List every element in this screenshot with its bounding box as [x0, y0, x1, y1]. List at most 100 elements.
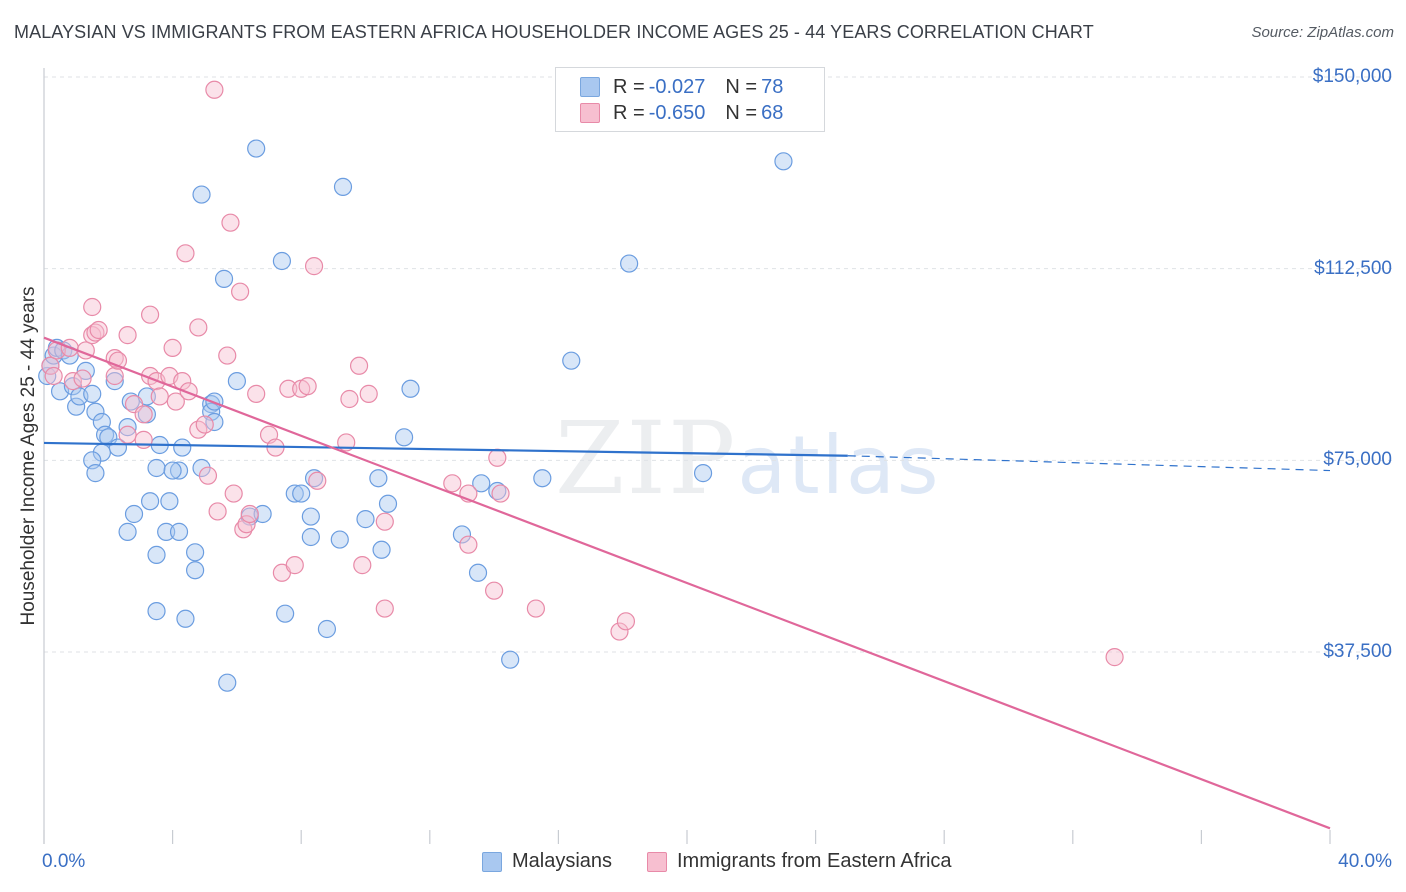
- eastern-africa-point: [443, 474, 462, 493]
- legend-r-value: -0.027: [648, 75, 706, 98]
- malaysians-point: [218, 673, 237, 692]
- watermark-atlas: atlas: [737, 419, 941, 512]
- eastern-africa-point: [208, 502, 227, 521]
- eastern-africa-point: [73, 369, 92, 388]
- chart-source: Source: ZipAtlas.com: [1251, 24, 1394, 41]
- malaysians-point: [163, 461, 182, 480]
- malaysians-point: [227, 372, 246, 391]
- malaysians-trend-extension: [847, 455, 1331, 472]
- malaysians-point: [147, 602, 166, 621]
- malaysians-trend-line: [43, 441, 848, 457]
- malaysians-point: [253, 504, 272, 524]
- malaysians-point: [118, 522, 137, 541]
- eastern-africa-point: [279, 379, 298, 398]
- eastern-africa-point: [118, 425, 137, 444]
- malaysians-point: [369, 469, 388, 488]
- eastern-africa-point: [340, 389, 359, 409]
- eastern-africa-point: [166, 392, 185, 411]
- eastern-africa-point: [44, 366, 63, 386]
- bottom-legend-eastern-africa: Immigrants from Eastern Africa: [647, 850, 952, 873]
- eastern-africa-point: [526, 599, 545, 618]
- eastern-africa-point: [237, 515, 256, 534]
- eastern-africa-point: [491, 484, 510, 503]
- eastern-africa-point: [231, 282, 250, 301]
- malaysians-point: [157, 522, 176, 541]
- malaysians-point: [169, 461, 189, 480]
- malaysians-point: [533, 469, 552, 488]
- legend-n-value: 78: [761, 75, 784, 98]
- watermark-zip: ZIP: [555, 400, 738, 517]
- eastern-africa-point: [240, 504, 259, 524]
- x-tick-label-max: 40.0%: [1338, 851, 1392, 872]
- bottom-legend-swatch-blue: [482, 851, 502, 872]
- eastern-africa-point: [118, 326, 137, 345]
- eastern-africa-point: [134, 405, 153, 424]
- malaysians-point: [121, 392, 140, 411]
- malaysians-point: [83, 384, 102, 403]
- eastern-africa-point: [1105, 648, 1124, 667]
- malaysians-point: [292, 484, 311, 503]
- malaysians-point: [372, 540, 391, 559]
- eastern-africa-point: [359, 384, 378, 403]
- eastern-africa-point: [234, 520, 253, 539]
- malaysians-point: [488, 481, 507, 501]
- legend-row-malaysians: R = -0.027 N = 78: [580, 75, 783, 99]
- bottom-legend-malaysians: Malaysians: [482, 850, 612, 873]
- eastern-africa-point: [224, 484, 243, 503]
- y-tick-label: $150,000: [1312, 66, 1392, 87]
- watermark: ZIPatlas: [555, 400, 941, 517]
- x-tick-label-min: 0.0%: [42, 851, 86, 872]
- legend-swatch-blue: [580, 77, 600, 97]
- malaysians-point: [173, 438, 192, 457]
- eastern-africa-points: [41, 80, 1124, 667]
- eastern-africa-point: [353, 556, 372, 575]
- eastern-africa-point: [198, 466, 218, 485]
- malaysians-point: [147, 458, 166, 478]
- malaysians-point: [501, 650, 520, 669]
- bottom-legend-label: Malaysians: [512, 850, 613, 872]
- bottom-legend-label: Immigrants from Eastern Africa: [677, 850, 952, 872]
- eastern-africa-point: [134, 430, 153, 449]
- legend-r-value: -0.650: [648, 101, 706, 124]
- malaysians-point: [214, 269, 234, 288]
- malaysians-point: [304, 469, 324, 488]
- eastern-africa-point: [375, 512, 394, 531]
- eastern-africa-point: [140, 305, 160, 324]
- malaysians-point: [301, 507, 320, 526]
- malaysians-point: [401, 379, 420, 398]
- malaysians-point: [562, 351, 581, 370]
- y-tick-label: $112,500: [1314, 257, 1392, 279]
- malaysians-point: [192, 185, 211, 204]
- malaysians-point: [247, 139, 266, 158]
- malaysians-point: [169, 522, 189, 541]
- eastern-africa-point: [163, 338, 182, 357]
- malaysians-point: [620, 254, 639, 273]
- malaysians-point: [285, 484, 304, 503]
- malaysians-point: [330, 530, 349, 549]
- malaysians-point: [186, 543, 205, 562]
- grid-layer: [44, 76, 1395, 653]
- malaysians-point: [124, 504, 144, 524]
- eastern-africa-point: [488, 448, 507, 467]
- trend-layer: [43, 336, 1331, 830]
- eastern-africa-point: [459, 535, 478, 554]
- legend-swatch-pink: [580, 103, 600, 123]
- y-tick-label: $37,500: [1323, 641, 1392, 662]
- y-tick-label: $75,000: [1323, 449, 1392, 471]
- malaysians-point: [272, 251, 292, 271]
- eastern-africa-point: [150, 387, 169, 406]
- malaysians-point: [38, 366, 57, 386]
- malaysians-point: [86, 464, 105, 483]
- y-axis-label: Householder Income Ages 25 - 44 years: [18, 286, 39, 626]
- eastern-africa-point: [298, 377, 317, 396]
- eastern-africa-point: [218, 346, 237, 365]
- malaysians-point: [774, 152, 793, 171]
- malaysians-point: [333, 177, 353, 196]
- legend-r-label: R =: [613, 75, 645, 98]
- eastern-africa-point: [83, 297, 102, 317]
- malaysians-point: [67, 397, 86, 416]
- malaysians-point: [140, 492, 160, 511]
- eastern-africa-point: [86, 323, 105, 342]
- malaysians-point: [452, 525, 472, 544]
